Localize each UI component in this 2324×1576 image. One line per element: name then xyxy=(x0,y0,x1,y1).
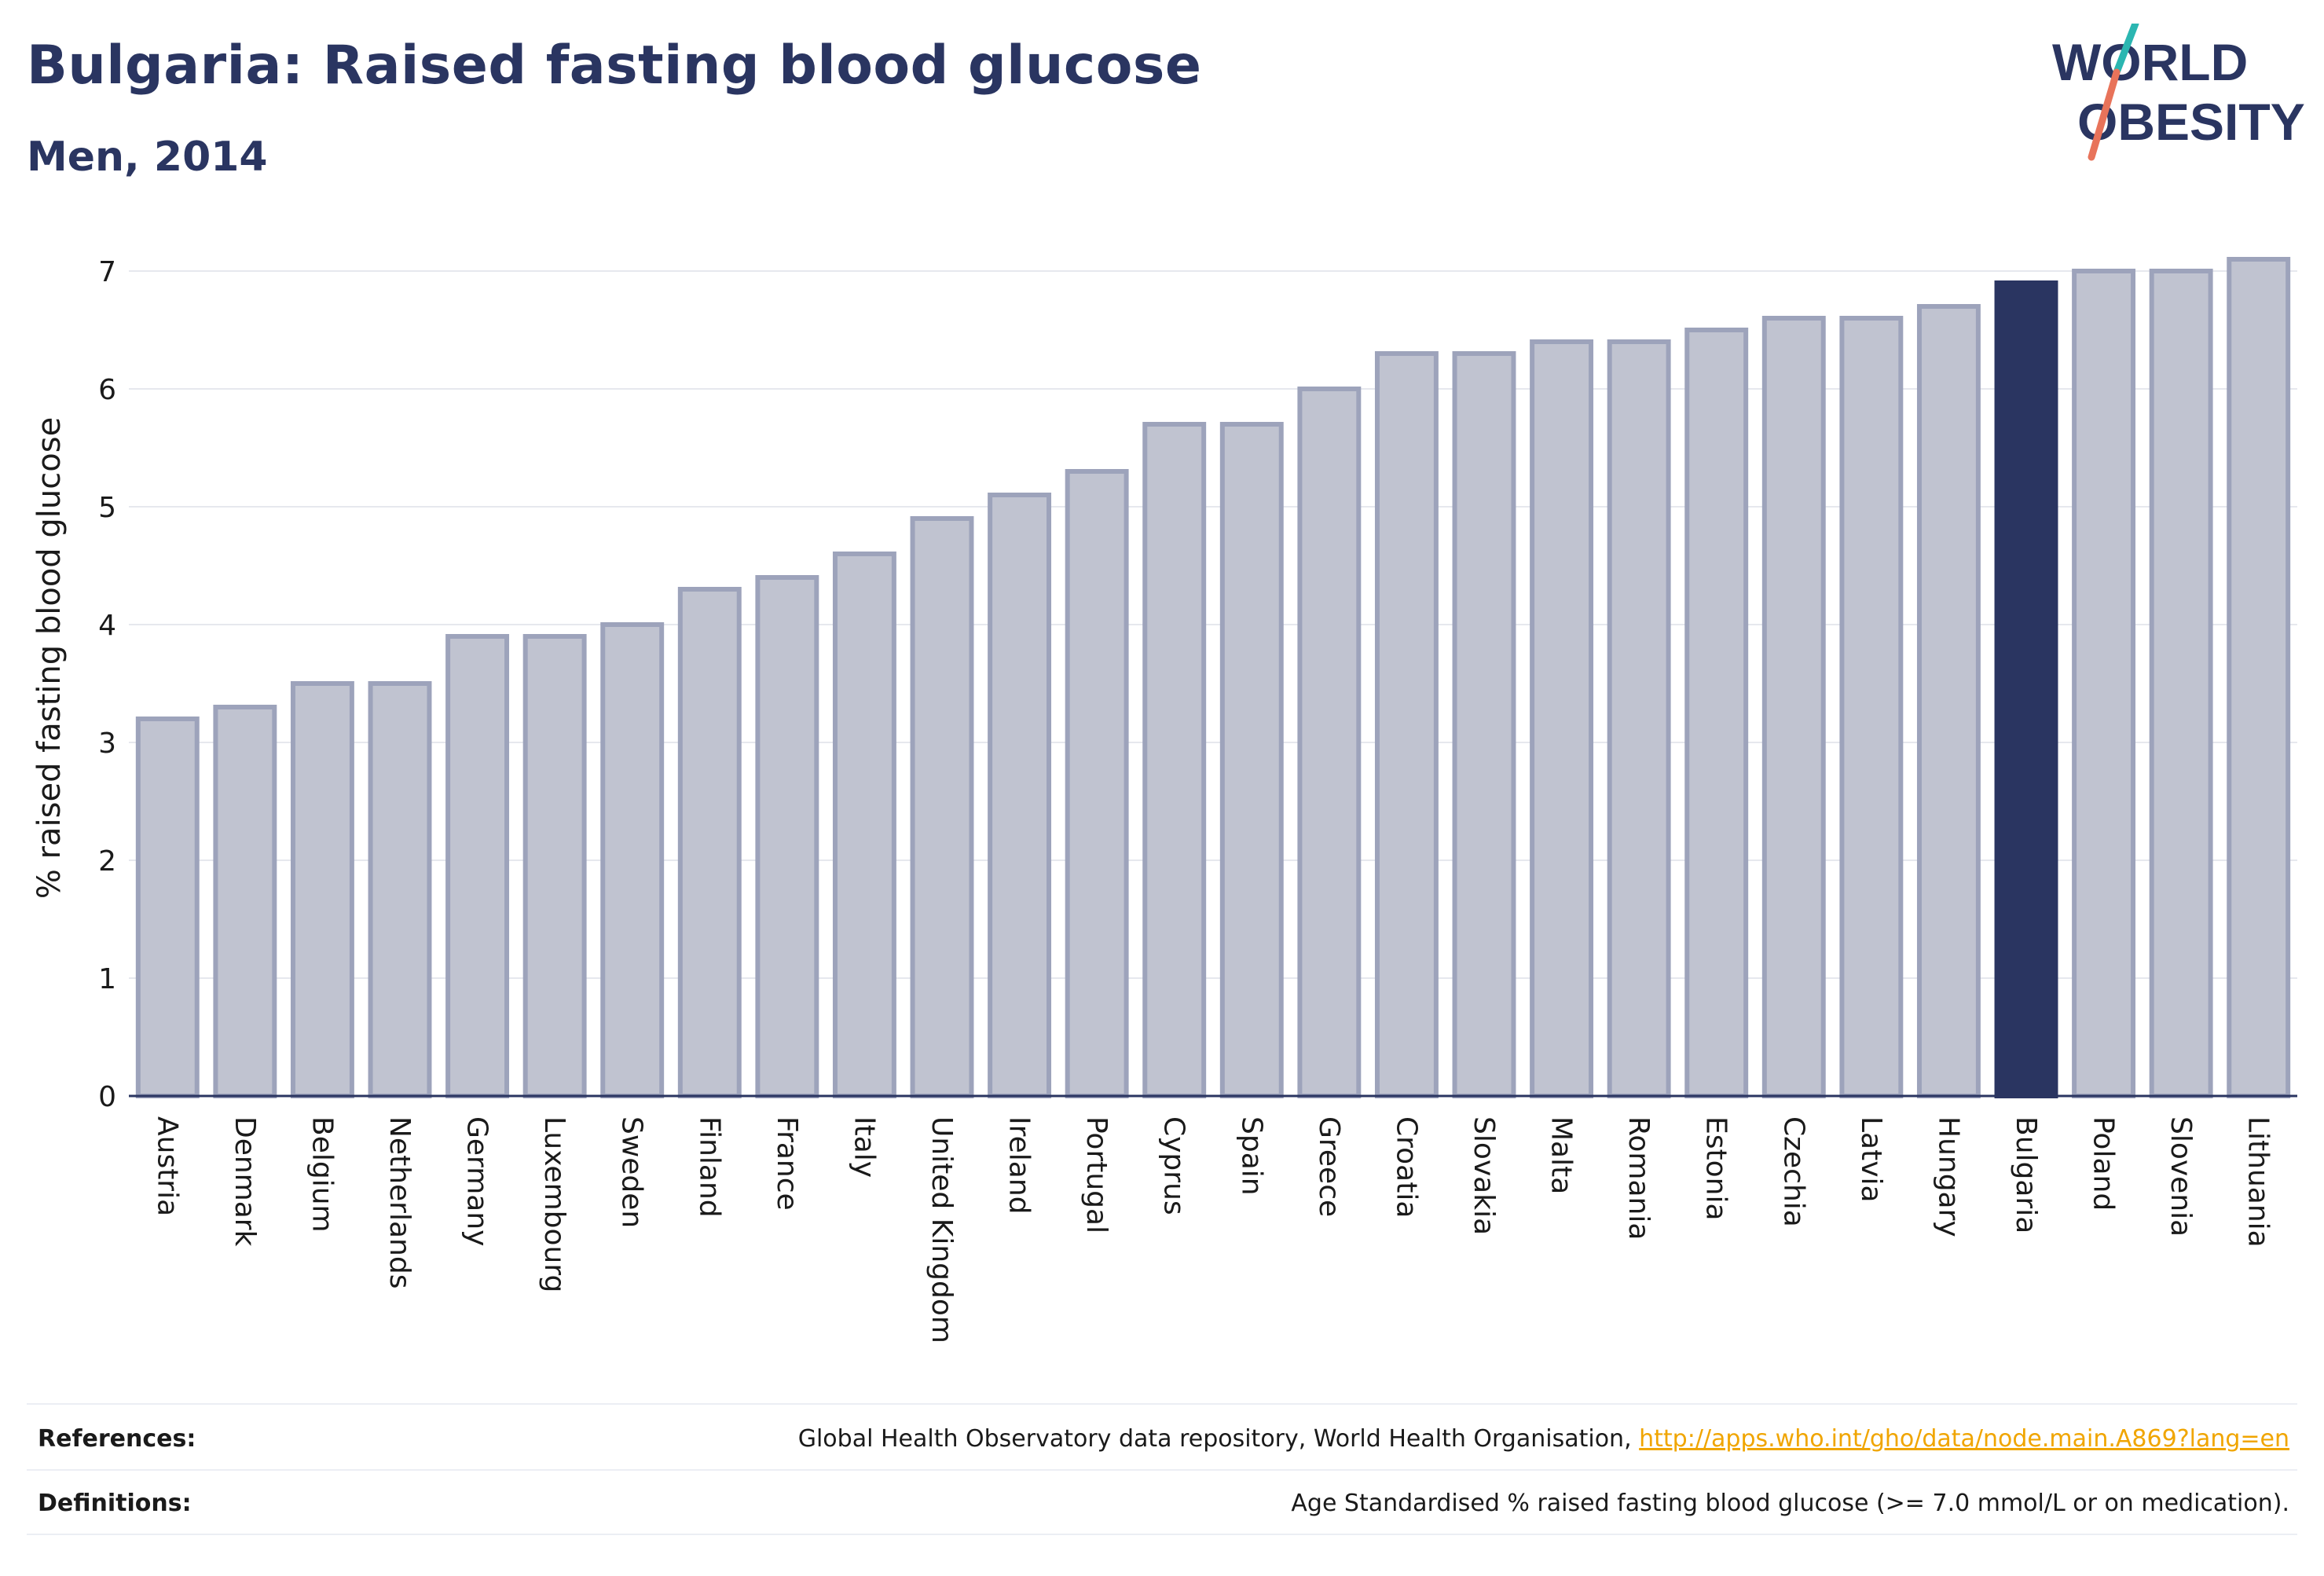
bar-slovenia xyxy=(2149,269,2213,1098)
bar-bulgaria xyxy=(1994,280,2058,1098)
x-tick-label: Bulgaria xyxy=(2010,1116,2042,1233)
y-tick-labels: 0 1 2 3 4 5 6 7 xyxy=(98,256,116,1113)
bar-poland xyxy=(2072,269,2136,1098)
x-tick-label: Latvia xyxy=(1855,1116,1887,1203)
bar-belgium xyxy=(290,681,354,1098)
x-tick-label: Estonia xyxy=(1700,1116,1732,1221)
x-tick-label: Germany xyxy=(461,1116,493,1246)
bar-czechia xyxy=(1761,316,1826,1098)
bar-austria xyxy=(135,717,200,1098)
x-tick-labels: Austria Denmark Belgium Netherlands Germany L… xyxy=(151,1116,2274,1343)
x-tick-label: Greece xyxy=(1313,1116,1345,1217)
references-text: Global Health Observatory data repositor… xyxy=(798,1425,2289,1453)
footer-divider-middle xyxy=(27,1469,2297,1471)
bar-romania xyxy=(1607,339,1671,1098)
bar-ireland xyxy=(988,493,1052,1098)
x-tick-label: United Kingdom xyxy=(926,1116,958,1343)
x-tick-label: Portugal xyxy=(1080,1116,1113,1233)
definitions-text: Age Standardised % raised fasting blood … xyxy=(1291,1490,2289,1517)
bar-luxembourg xyxy=(522,634,587,1098)
references-link[interactable]: http://apps.who.int/gho/data/node.main.A… xyxy=(1639,1425,2289,1453)
definitions-label: Definitions: xyxy=(38,1490,192,1517)
references-source: Global Health Observatory data repositor… xyxy=(797,1425,1640,1453)
logo-line-world: WORLD xyxy=(2052,33,2248,91)
references-label: References: xyxy=(38,1425,196,1453)
x-tick-label: Netherlands xyxy=(383,1116,416,1288)
x-tick-label: Lithuania xyxy=(2242,1116,2275,1248)
bar-croatia xyxy=(1374,351,1439,1098)
x-tick-label: Finland xyxy=(693,1116,725,1218)
x-tick-label: Hungary xyxy=(1932,1116,1964,1237)
x-tick-label: Denmark xyxy=(229,1116,261,1247)
logo-slash-coral xyxy=(2088,68,2121,161)
bar-hungary xyxy=(1916,304,1981,1098)
y-tick-label: 2 xyxy=(98,845,116,878)
y-tick-label: 1 xyxy=(98,963,116,995)
bars xyxy=(135,257,2291,1098)
world-obesity-logo: WORLD OBESITY xyxy=(2052,24,2305,161)
footer-divider-bottom xyxy=(27,1534,2297,1535)
y-tick-label: 7 xyxy=(98,256,116,288)
y-tick-label: 3 xyxy=(98,728,116,760)
x-tick-label: Spain xyxy=(1235,1116,1267,1196)
bar-germany xyxy=(445,634,510,1098)
x-tick-label: Sweden xyxy=(616,1116,648,1228)
bar-france xyxy=(755,575,819,1098)
x-tick-label: Italy xyxy=(848,1116,880,1178)
bar-latvia xyxy=(1839,316,1904,1098)
x-tick-label: Belgium xyxy=(306,1116,338,1233)
logo-slash-teal xyxy=(2113,24,2139,76)
x-tick-label: Slovenia xyxy=(2165,1116,2197,1237)
y-tick-label: 4 xyxy=(98,610,116,642)
bar-portugal xyxy=(1065,469,1129,1098)
x-tick-label: Czechia xyxy=(1777,1116,1809,1227)
bar-sweden xyxy=(600,622,665,1098)
x-tick-label: Croatia xyxy=(1390,1116,1422,1218)
bar-denmark xyxy=(213,705,277,1098)
bar-malta xyxy=(1530,339,1594,1098)
footer-divider-top xyxy=(27,1403,2297,1405)
bar-cyprus xyxy=(1142,422,1207,1098)
y-axis-label: % raised fasting blood glucose xyxy=(31,417,68,899)
x-tick-label: Luxembourg xyxy=(538,1116,570,1292)
bar-greece xyxy=(1297,387,1362,1098)
x-tick-label: Malta xyxy=(1545,1116,1578,1194)
bar-slovakia xyxy=(1452,351,1516,1098)
bar-netherlands xyxy=(368,681,432,1098)
x-tick-label: Poland xyxy=(2088,1116,2120,1211)
bar-finland xyxy=(677,587,742,1098)
x-tick-label: Austria xyxy=(151,1116,183,1216)
x-tick-label: Cyprus xyxy=(1158,1116,1190,1215)
bar-italy xyxy=(832,552,896,1098)
y-tick-label: 0 xyxy=(98,1081,116,1113)
bar-lithuania xyxy=(2227,257,2291,1098)
bar-estonia xyxy=(1684,328,1749,1098)
x-tick-label: Ireland xyxy=(1003,1116,1036,1215)
bar-spain xyxy=(1219,422,1284,1098)
x-tick-label: Slovakia xyxy=(1468,1116,1500,1235)
x-tick-label: France xyxy=(771,1116,803,1211)
bar-chart: 0 1 2 3 4 5 6 7 Austria Denmark Belgium Netherland… xyxy=(31,256,2297,1343)
y-tick-label: 6 xyxy=(98,374,116,406)
y-tick-label: 5 xyxy=(98,492,116,524)
x-tick-label: Romania xyxy=(1622,1116,1655,1240)
bar-united-kingdom xyxy=(910,516,974,1098)
logo-line-obesity: OBESITY xyxy=(2077,93,2305,151)
chart-title: Bulgaria: Raised fasting blood glucose xyxy=(27,35,1202,97)
chart-subtitle: Men, 2014 xyxy=(27,134,268,181)
